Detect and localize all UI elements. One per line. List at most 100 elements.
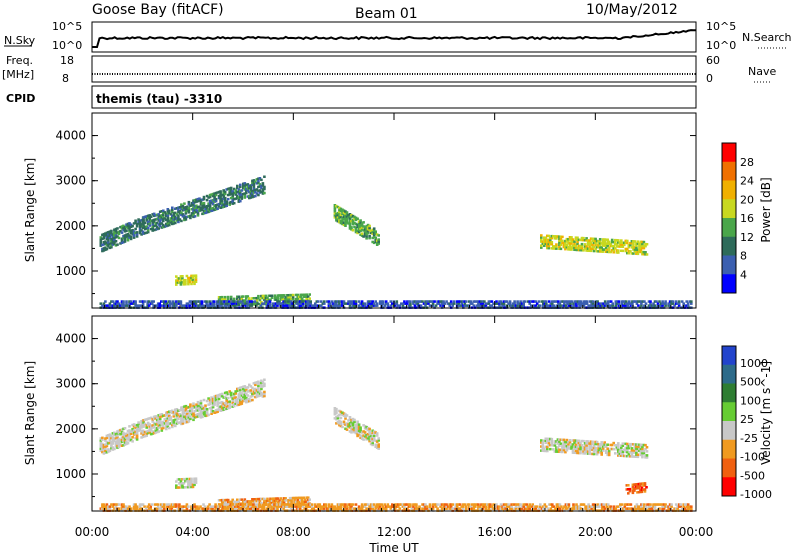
scatter-cell [575, 302, 578, 305]
scatter-cell [247, 300, 251, 303]
scatter-cell [598, 445, 602, 448]
scatter-cell [612, 447, 615, 451]
scatter-cell [205, 410, 209, 413]
scatter-cell [647, 507, 651, 510]
scatter-cell [167, 503, 171, 506]
scatter-cell [148, 216, 151, 219]
scatter-cell [235, 505, 238, 508]
scatter-cell [354, 503, 358, 506]
scatter-cell [661, 505, 664, 508]
scatter-cell [111, 448, 115, 451]
scatter-cell [166, 224, 170, 227]
scatter-cell [172, 419, 176, 422]
scatter-cell [557, 300, 560, 303]
scatter-cell [674, 507, 678, 510]
scatter-cell [639, 244, 643, 248]
scatter-cell [282, 507, 285, 510]
scatter-cell [247, 503, 251, 506]
scatter-cell [169, 217, 173, 220]
scatter-cell [589, 249, 593, 253]
scatter-cell [207, 208, 210, 211]
scatter-cell [609, 304, 613, 307]
scatter-cell [129, 300, 133, 303]
scatter-cell [205, 300, 208, 303]
scatter-cell [372, 430, 376, 433]
scatter-cell [547, 234, 551, 238]
scatter-cell [211, 507, 214, 510]
scatter-cell [662, 503, 666, 506]
scatter-cell [170, 503, 174, 506]
scatter-cell [173, 503, 177, 506]
scatter-cell [108, 441, 112, 444]
scatter-cell [598, 451, 602, 454]
scatter-cell [610, 240, 614, 244]
scatter-cell [282, 501, 286, 504]
scatter-cell [517, 505, 521, 508]
scatter-cell [265, 304, 269, 307]
scatter-cell [280, 304, 284, 307]
scatter-cell [683, 304, 687, 307]
nsearch-label: N.Search [742, 31, 792, 44]
scatter-cell [570, 248, 573, 251]
scatter-cell [409, 304, 412, 307]
colorbar-segment [722, 236, 736, 256]
scatter-cell [125, 505, 128, 508]
scatter-cell [391, 503, 394, 506]
scatter-cell [338, 220, 341, 224]
scatter-cell [583, 452, 587, 455]
scatter-cell [132, 507, 136, 510]
scatter-cell [562, 442, 566, 446]
scatter-cell [452, 507, 456, 510]
scatter-cell [142, 431, 145, 434]
scatter-cell [134, 231, 137, 235]
scatter-cell [633, 443, 637, 446]
scatter-cell [372, 229, 376, 232]
scatter-cell [267, 499, 271, 503]
scatter-cell [633, 250, 637, 253]
scatter-cell [110, 231, 113, 235]
scatter-cell [647, 503, 651, 506]
scatter-cell [239, 402, 242, 406]
scatter-cell [526, 505, 530, 508]
scatter-cell [210, 408, 213, 411]
scatter-cell [492, 503, 495, 506]
scatter-cell [354, 218, 358, 222]
scatter-cell [221, 302, 225, 305]
scatter-cell [254, 303, 257, 306]
scatter-cell [645, 486, 648, 489]
scatter-cell [111, 442, 115, 445]
scatter-cell [369, 438, 373, 442]
scatter-cell [489, 505, 492, 508]
scatter-cell [292, 304, 296, 307]
scatter-cell [208, 407, 212, 410]
scatter-cell [126, 232, 130, 236]
scatter-cell [357, 431, 361, 435]
scatter-cell [305, 293, 308, 296]
scatter-cell [217, 401, 221, 405]
scatter-cell [211, 202, 215, 206]
scatter-cell [142, 419, 145, 422]
scatter-cell [377, 439, 380, 442]
scatter-cell [294, 503, 297, 506]
scatter-cell [564, 503, 568, 506]
scatter-cell [217, 302, 220, 305]
scatter-cell [172, 304, 175, 307]
scatter-cell [105, 235, 109, 239]
scatter-cell [225, 200, 228, 203]
scatter-cell [209, 505, 213, 508]
scatter-cell [213, 411, 216, 414]
scatter-cell [583, 442, 587, 445]
scatter-cell [573, 505, 577, 508]
scatter-cell [597, 241, 600, 245]
scatter-cell [208, 206, 212, 209]
scatter-cell [401, 302, 405, 305]
scatter-cell [155, 221, 159, 225]
scatter-cell [598, 443, 602, 446]
scatter-cell [189, 216, 192, 220]
scatter-cell [633, 483, 636, 486]
scatter-cell [339, 304, 343, 307]
scatter-cell [431, 507, 435, 510]
scatter-cell [591, 503, 595, 506]
scatter-cell [639, 250, 643, 254]
scatter-cell [353, 225, 356, 229]
